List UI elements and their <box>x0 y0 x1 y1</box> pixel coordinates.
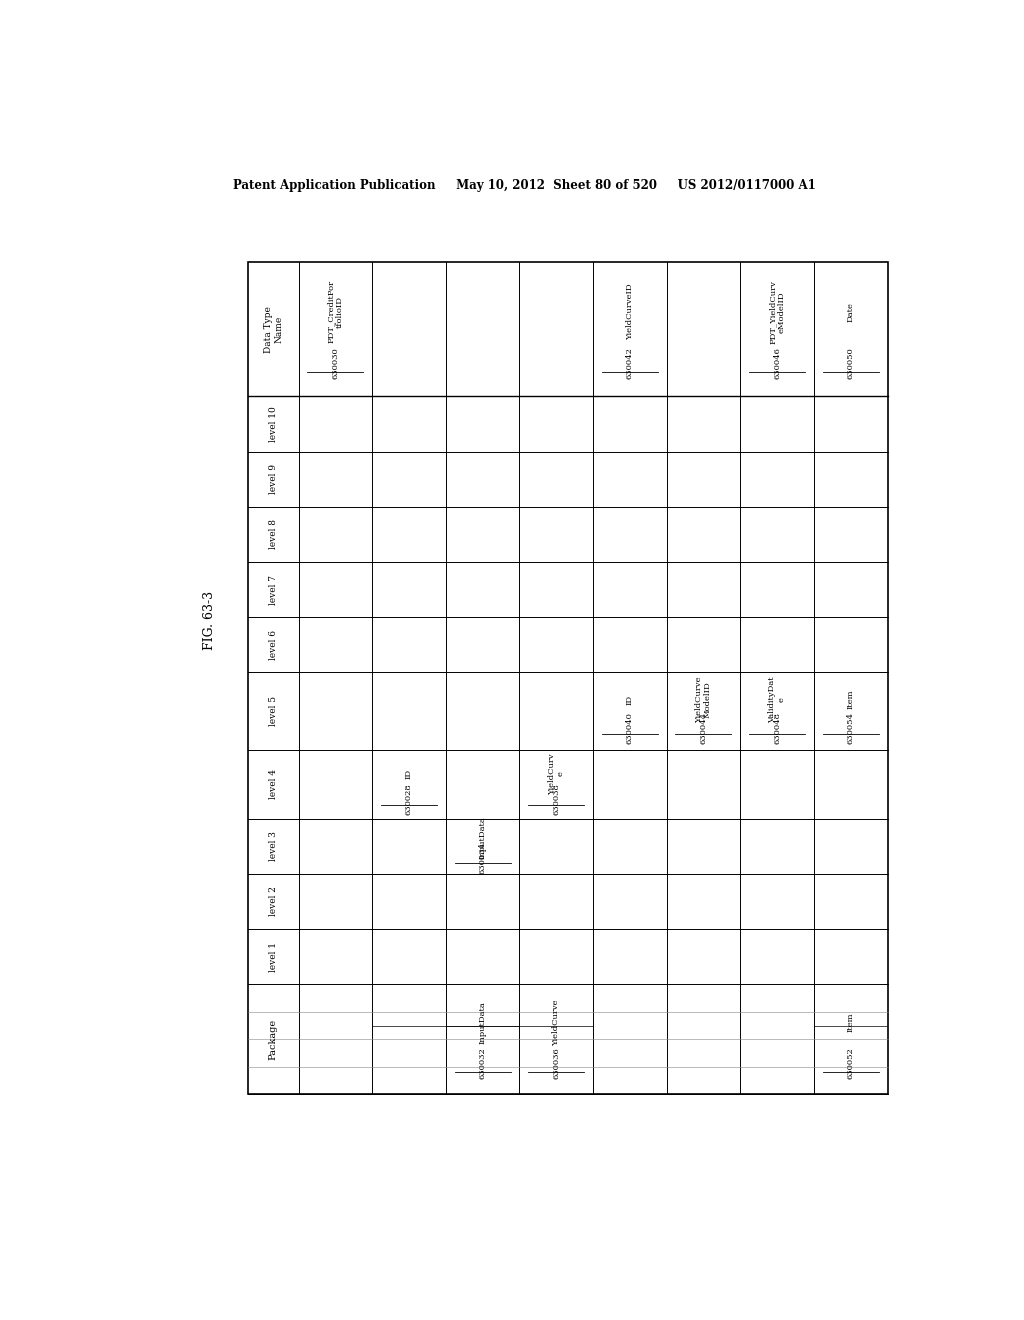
Text: ValidityDat
e: ValidityDat e <box>768 676 785 723</box>
Text: 630034: 630034 <box>478 842 486 874</box>
Text: 630028: 630028 <box>404 784 413 816</box>
Text: 630042: 630042 <box>626 347 634 379</box>
Text: InputData: InputData <box>478 1002 486 1044</box>
Text: level 3: level 3 <box>269 832 278 861</box>
Text: 630030: 630030 <box>332 347 339 379</box>
Text: level 9: level 9 <box>269 465 278 494</box>
Text: 630038: 630038 <box>552 783 560 816</box>
Text: YieldCurve: YieldCurve <box>552 999 560 1045</box>
Text: 630040: 630040 <box>626 711 634 744</box>
Text: Patent Application Publication     May 10, 2012  Sheet 80 of 520     US 2012/011: Patent Application Publication May 10, 2… <box>233 178 816 191</box>
Text: level 7: level 7 <box>269 574 278 605</box>
Text: level 4: level 4 <box>269 770 278 799</box>
Text: Item: Item <box>847 1012 855 1032</box>
Text: YieldCurv
e: YieldCurv e <box>548 752 565 795</box>
Text: 630050: 630050 <box>847 347 855 379</box>
Text: 630032: 630032 <box>478 1047 486 1080</box>
Text: level 8: level 8 <box>269 519 278 549</box>
Text: level 5: level 5 <box>269 696 278 726</box>
Text: 630052: 630052 <box>847 1047 855 1080</box>
Text: 630048: 630048 <box>773 711 781 744</box>
Text: Data Type
Name: Data Type Name <box>263 306 283 352</box>
Text: YieldCurveID: YieldCurveID <box>626 284 634 341</box>
Text: PDT_CreditPor
tfolioID: PDT_CreditPor tfolioID <box>327 280 344 343</box>
Text: YieldCurve
ModelID: YieldCurve ModelID <box>695 676 712 723</box>
Text: 630044: 630044 <box>699 711 708 744</box>
Text: level 6: level 6 <box>269 630 278 660</box>
Text: level 10: level 10 <box>269 407 278 442</box>
Bar <box>248 263 888 1094</box>
Text: Item: Item <box>847 690 855 709</box>
Text: ID: ID <box>626 694 634 705</box>
Text: Package: Package <box>269 1019 278 1060</box>
Text: level 2: level 2 <box>269 887 278 916</box>
Text: 630046: 630046 <box>773 347 781 379</box>
Text: FIG. 63-3: FIG. 63-3 <box>203 591 216 649</box>
Text: PDT_YieldCurv
eModelID: PDT_YieldCurv eModelID <box>768 280 785 345</box>
Text: ID: ID <box>404 768 413 779</box>
Text: 630036: 630036 <box>552 1047 560 1080</box>
Text: level 1: level 1 <box>269 941 278 972</box>
Text: 630054: 630054 <box>847 711 855 744</box>
Text: InputData: InputData <box>478 817 486 859</box>
Text: Date: Date <box>847 302 855 322</box>
